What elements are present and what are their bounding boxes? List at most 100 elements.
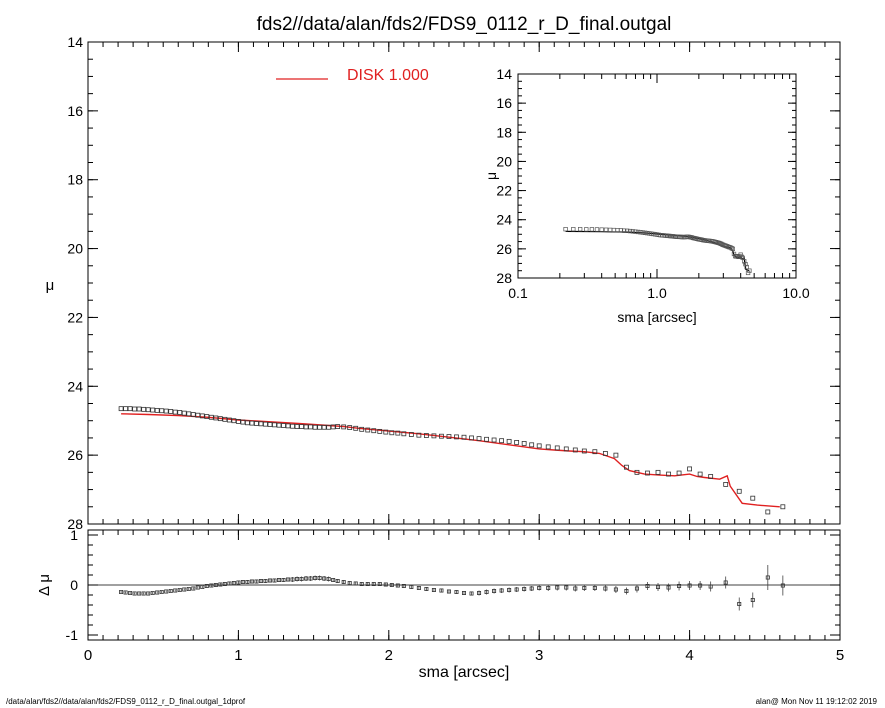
data-point [687,466,692,472]
data-point [254,421,259,426]
inset-y-tick-label: 24 [496,212,512,228]
data-point [563,446,569,452]
data-point [461,434,467,440]
inset-data-point [633,229,638,234]
data-point [154,407,160,413]
data-point [780,504,786,510]
inset-data-point [729,245,734,251]
inset-x-axis-label: sma [arcsec] [617,309,696,325]
residual-point [645,584,650,589]
residual-point [331,578,336,583]
data-point [750,495,756,501]
inset-data-point [747,268,752,273]
data-point [383,429,389,435]
residual-point [249,579,254,584]
data-point [123,406,128,412]
residual-point [209,583,214,588]
residual-point [522,587,527,592]
residual-point [236,580,241,585]
residual-point [395,583,400,588]
data-point [267,422,273,427]
residual-point [484,590,489,595]
residual-point [424,587,429,592]
y-tick-label: 22 [67,309,83,325]
residual-point [213,583,218,588]
data-point [416,432,422,438]
residual-point [290,577,295,582]
footer-filepath: /data/alan/fds2//data/alan/fds2/FDS9_011… [6,697,246,706]
residual-point [765,575,770,580]
res-y-tick-label: -1 [66,627,79,643]
inset-x-tick-label: 1.0 [647,285,667,301]
data-point [613,452,619,458]
data-point [602,451,608,456]
residual-point [281,578,286,583]
residual-point [514,587,519,592]
data-point [118,406,124,412]
residual-point [317,576,322,581]
residual-point [128,591,133,596]
inset-y-tick-label: 22 [496,183,512,199]
residual-point [195,585,200,590]
residual-point [359,582,364,587]
y-tick-label: 26 [67,447,83,463]
inset-y-tick-label: 14 [496,66,512,82]
legend-label: DISK 1.000 [347,67,429,84]
residual-point [537,586,542,591]
residual-point [267,578,272,583]
inset-x-tick-label: 10.0 [782,285,809,301]
data-point [204,414,210,419]
residual-point [177,588,182,593]
inset-data-point [642,230,648,235]
data-point [181,410,187,416]
data-point [127,406,133,412]
residual-point [555,585,560,590]
residual-point [218,582,223,587]
data-point [408,432,414,437]
data-point [330,424,336,430]
data-point [572,447,578,453]
inset-x-tick-label: 0.1 [508,285,528,301]
residual-point [159,590,164,595]
residual-point [431,588,436,593]
residual-point [634,586,639,591]
data-point [521,441,527,446]
residual-plot: -1 0 1 0 1 2 3 4 5 sma [arcsec] Δ μ [36,527,844,681]
data-point [536,443,542,449]
residual-point [155,590,160,595]
residual-point [409,585,414,590]
residual-point [546,586,551,591]
inset-y-tick-label: 28 [496,270,512,286]
residual-point [377,582,382,587]
data-point [276,422,282,428]
inset-y-tick-label: 26 [496,241,512,257]
residual-point [299,577,304,582]
y-tick-label: 24 [67,378,83,394]
data-point [272,422,277,428]
residual-point [469,591,474,596]
inset-data-point [571,227,576,232]
residual-point [439,588,444,593]
residual-point [200,585,205,590]
data-point [132,406,138,412]
data-point [359,426,365,432]
residual-point [454,590,459,595]
residual-point [687,583,692,588]
data-point [431,433,437,439]
inset-data-point [745,270,751,276]
residual-point [666,585,671,590]
data-point [476,436,482,442]
data-point [281,423,286,428]
residual-point [258,579,263,584]
data-point [469,435,474,441]
residual-point [446,589,451,594]
data-point [145,407,151,413]
residual-point [564,585,569,590]
data-point [294,424,300,429]
residual-point [150,591,155,596]
residual-point [383,582,388,587]
data-point [634,469,640,475]
inset-data-point [594,227,600,232]
data-point [624,464,629,470]
inset-data-point [743,262,748,267]
